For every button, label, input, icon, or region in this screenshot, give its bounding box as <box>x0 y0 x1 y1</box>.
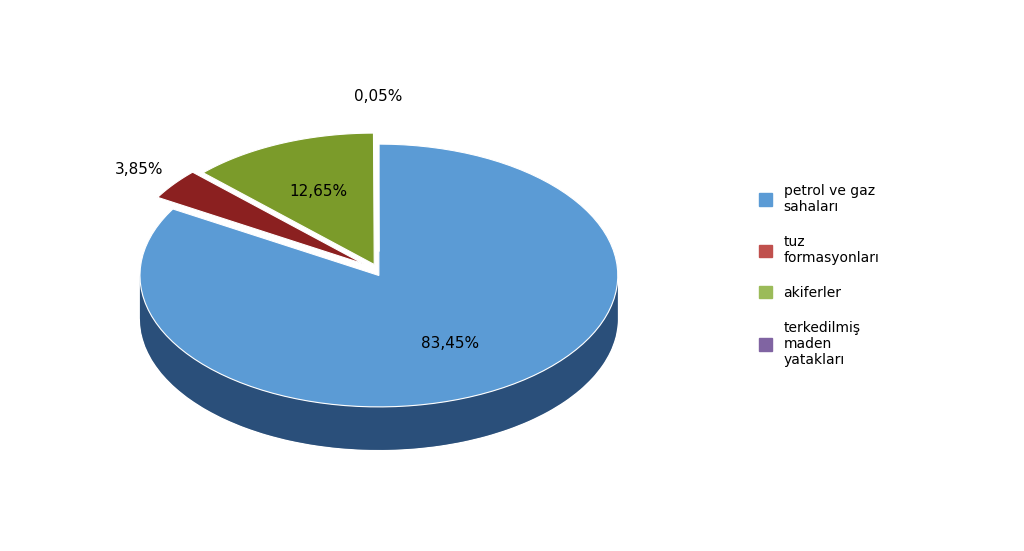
Text: 3,85%: 3,85% <box>116 163 164 177</box>
Polygon shape <box>140 144 617 407</box>
Text: 83,45%: 83,45% <box>421 337 479 352</box>
Polygon shape <box>158 172 364 264</box>
Text: 0,05%: 0,05% <box>354 89 402 104</box>
Polygon shape <box>140 276 617 450</box>
Legend: petrol ve gaz
sahaları, tuz
formasyonları, akiferler, terkedilmiş
maden
yataklar: petrol ve gaz sahaları, tuz formasyonlar… <box>759 184 880 367</box>
Polygon shape <box>140 276 617 450</box>
Text: 12,65%: 12,65% <box>289 185 347 199</box>
Polygon shape <box>203 133 374 264</box>
